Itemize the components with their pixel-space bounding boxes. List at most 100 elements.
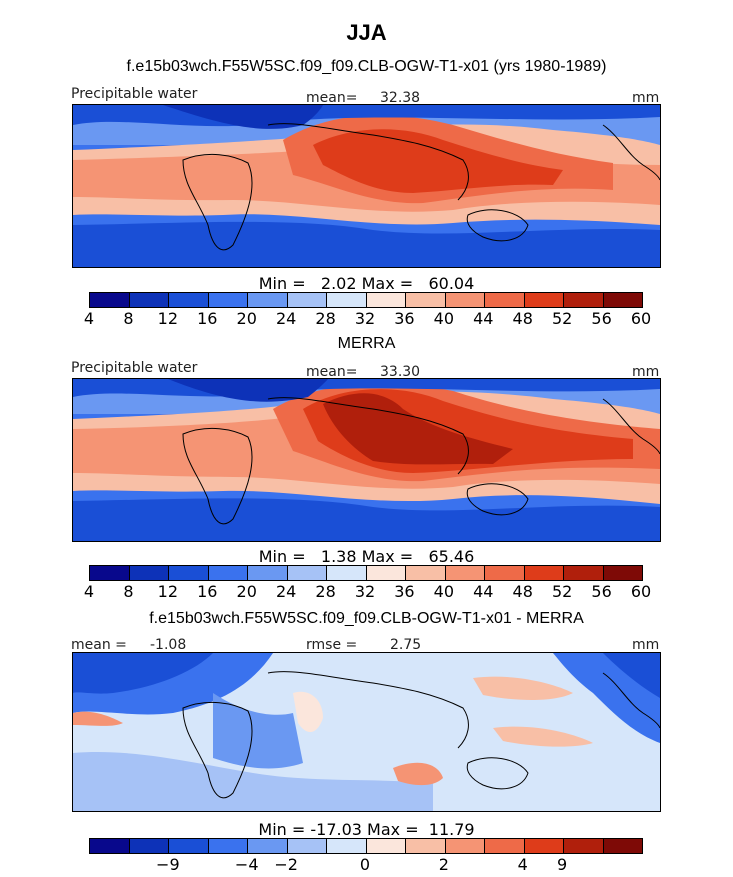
colorbar-tick-label: 0 xyxy=(359,855,371,874)
colorbar-tick-label: 20 xyxy=(236,309,257,328)
colorbar-swatch-0 xyxy=(90,566,130,580)
colorbar-swatch-0 xyxy=(90,293,130,307)
colorbar-swatch-12 xyxy=(564,566,604,580)
panel3-map xyxy=(72,652,661,812)
colorbar-tick-label: 36 xyxy=(394,309,415,328)
colorbar-swatch-0 xyxy=(90,839,130,853)
panel1-min-label: Min = xyxy=(258,274,306,293)
panel2-units: mm xyxy=(632,364,660,380)
panel1-max-value: 60.04 xyxy=(428,274,475,293)
colorbar-swatch-10 xyxy=(485,293,525,307)
colorbar-swatch-4 xyxy=(248,839,288,853)
panel2-variable-label: Precipitable water xyxy=(71,360,198,376)
colorbar-swatch-1 xyxy=(129,839,169,853)
colorbar-swatch-1 xyxy=(129,293,169,307)
panel2-mean-value: 33.30 xyxy=(380,364,421,380)
colorbar-swatch-2 xyxy=(169,839,209,853)
panel1-min-value: 2.02 xyxy=(320,274,357,293)
colorbar-swatch-6 xyxy=(327,566,367,580)
colorbar-tick-label: 36 xyxy=(394,582,415,601)
colorbar-tick-label: −2 xyxy=(274,855,298,874)
panel3-colorbar xyxy=(89,838,643,854)
colorbar-tick-label: 48 xyxy=(512,309,533,328)
colorbar-swatch-3 xyxy=(208,839,248,853)
colorbar-swatch-12 xyxy=(564,293,604,307)
panel2-colorbar xyxy=(89,565,643,581)
colorbar-swatch-6 xyxy=(327,293,367,307)
panel3-mean-value: -1.08 xyxy=(150,637,187,653)
colorbar-tick-label: −4 xyxy=(234,855,259,874)
panel3-minmax: Min = -17.03 Max = 11.79 xyxy=(0,820,733,839)
colorbar-tick-label: 12 xyxy=(157,309,179,328)
colorbar-tick-label: 28 xyxy=(315,309,336,328)
panel3-field xyxy=(73,653,660,811)
colorbar-tick-label: 24 xyxy=(275,582,297,601)
colorbar-tick-label: 56 xyxy=(591,309,612,328)
colorbar-swatch-10 xyxy=(485,566,525,580)
colorbar-tick-label: 12 xyxy=(157,582,179,601)
panel2-max-label: Max = xyxy=(361,547,414,566)
colorbar-swatch-2 xyxy=(169,566,209,580)
panel1-units: mm xyxy=(632,90,660,106)
colorbar-tick-label: 32 xyxy=(354,582,376,601)
colorbar-swatch-5 xyxy=(287,839,327,853)
colorbar-swatch-11 xyxy=(524,293,564,307)
panel2-min-label: Min = xyxy=(258,547,306,566)
colorbar-swatch-7 xyxy=(366,839,406,853)
colorbar-tick-label: 44 xyxy=(473,309,494,328)
colorbar-swatch-2 xyxy=(169,293,209,307)
colorbar-swatch-5 xyxy=(287,566,327,580)
panel2-map xyxy=(72,378,661,542)
panel1-colorbar xyxy=(89,292,643,308)
colorbar-swatch-13 xyxy=(603,293,642,307)
colorbar-swatch-9 xyxy=(445,839,485,853)
colorbar-tick-label: 4 xyxy=(83,309,95,328)
panel1-mean-value: 32.38 xyxy=(380,90,421,106)
colorbar-swatch-9 xyxy=(445,566,485,580)
colorbar-swatch-3 xyxy=(208,293,248,307)
panel2-colorbar-ticks: 4 8 12 16 20 24 28 32 36 40 44 48 52 56 60 xyxy=(84,582,651,602)
colorbar-tick-label: 48 xyxy=(512,582,533,601)
colorbar-swatch-7 xyxy=(366,566,406,580)
colorbar-swatch-8 xyxy=(406,293,446,307)
panel2-field xyxy=(73,379,660,541)
colorbar-tick-label: 40 xyxy=(433,582,455,601)
panel3-colorbar-ticks: −9 −4 −2 0 2 4 9 xyxy=(89,855,641,875)
colorbar-tick-label: 4 xyxy=(517,855,528,874)
panel1-field xyxy=(73,105,660,267)
colorbar-tick-label: 52 xyxy=(551,582,573,601)
colorbar-swatch-7 xyxy=(366,293,406,307)
colorbar-tick-label: 8 xyxy=(123,582,134,601)
panel3-heading: f.e15b03wch.F55W5SC.f09_f09.CLB-OGW-T1-x… xyxy=(149,610,584,627)
panel3-rmse-value: 2.75 xyxy=(390,637,422,653)
colorbar-swatch-11 xyxy=(524,566,564,580)
figure-title: JJA xyxy=(346,20,387,45)
panel2-mean-label: mean= xyxy=(306,364,358,380)
panel3-mean-label: mean = xyxy=(71,637,127,653)
colorbar-tick-label: 16 xyxy=(197,582,218,601)
colorbar-tick-label: −9 xyxy=(156,855,180,874)
panel1-max-label: Max = xyxy=(361,274,414,293)
colorbar-swatch-9 xyxy=(445,293,485,307)
panel3-min-label: Min = xyxy=(258,820,306,839)
colorbar-swatch-11 xyxy=(524,839,564,853)
colorbar-swatch-5 xyxy=(287,293,327,307)
colorbar-tick-label: 60 xyxy=(630,309,652,328)
colorbar-swatch-12 xyxy=(564,839,604,853)
panel2-min-value: 1.38 xyxy=(320,547,357,566)
colorbar-swatch-1 xyxy=(129,566,169,580)
colorbar-swatch-10 xyxy=(485,839,525,853)
panel1-heading: f.e15b03wch.F55W5SC.f09_f09.CLB-OGW-T1-x… xyxy=(126,58,607,75)
panel2-heading: MERRA xyxy=(337,335,396,352)
colorbar-swatch-13 xyxy=(603,566,642,580)
panel1-colorbar-ticks: 4 8 12 16 20 24 28 32 36 40 44 48 52 56 60 xyxy=(84,309,651,329)
colorbar-tick-label: 20 xyxy=(236,582,257,601)
colorbar-tick-label: 40 xyxy=(433,309,455,328)
colorbar-swatch-13 xyxy=(603,839,642,853)
colorbar-tick-label: 28 xyxy=(315,582,336,601)
colorbar-tick-label: 9 xyxy=(557,855,568,874)
colorbar-swatch-3 xyxy=(208,566,248,580)
colorbar-tick-label: 52 xyxy=(551,309,573,328)
panel3-rmse-label: rmse = xyxy=(306,637,358,653)
colorbar-tick-label: 8 xyxy=(123,309,134,328)
